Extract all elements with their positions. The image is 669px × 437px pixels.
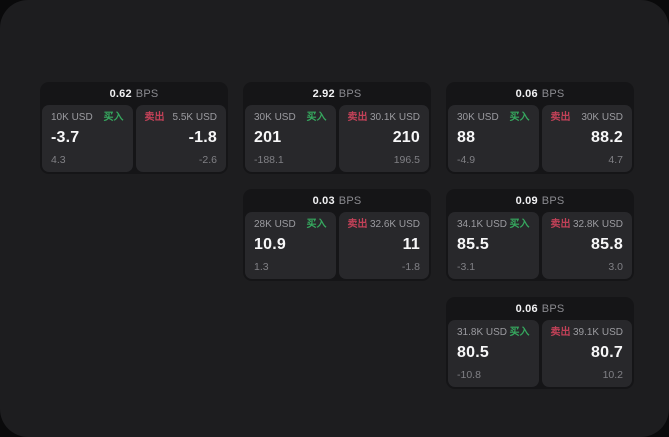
sell-side-label: 卖出: [550, 219, 571, 230]
buy-price: -3.7: [51, 129, 80, 146]
buy-panel[interactable]: 28K USD 买入 10.9 1.3: [245, 212, 336, 279]
sell-amount: 32.8K USD: [572, 219, 623, 230]
sell-panel[interactable]: 卖出 32.8K USD 85.8 3.0: [541, 212, 632, 279]
sell-sub-value: 4.7: [608, 154, 623, 166]
sell-side-label: 卖出: [347, 219, 368, 230]
sell-panel[interactable]: 卖出 30.1K USD 210 196.5: [338, 105, 429, 172]
quote-card: 0.03 BPS 28K USD 买入 10.9 1.3 卖出 32.6K US…: [243, 189, 431, 281]
sell-price: -1.8: [188, 129, 217, 146]
card-header: 0.09 BPS: [446, 189, 634, 212]
bps-unit-label: BPS: [541, 302, 565, 315]
sell-sub-value: -2.6: [198, 154, 217, 166]
sell-sub-value: 3.0: [608, 261, 623, 273]
quote-card: 0.09 BPS 34.1K USD 买入 85.5 -3.1 卖出 32.8K…: [446, 189, 634, 281]
bps-unit-label: BPS: [338, 87, 362, 100]
quote-panels: 30K USD 买入 201 -188.1 卖出 30.1K USD 210 1…: [243, 105, 431, 174]
buy-price: 10.9: [254, 236, 286, 253]
buy-panel[interactable]: 34.1K USD 买入 85.5 -3.1: [448, 212, 539, 279]
sell-sub-value: 196.5: [393, 154, 420, 166]
quote-panels: 30K USD 买入 88 -4.9 卖出 30K USD 88.2 4.7: [446, 105, 634, 174]
bps-value: 0.09: [515, 194, 538, 207]
sell-amount: 5.5K USD: [172, 112, 217, 123]
sell-price: 11: [402, 236, 420, 253]
quote-panels: 31.8K USD 买入 80.5 -10.8 卖出 39.1K USD 80.…: [446, 320, 634, 389]
buy-side-label: 买入: [509, 219, 530, 230]
buy-amount: 34.1K USD: [457, 219, 508, 230]
buy-amount: 31.8K USD: [457, 327, 508, 338]
sell-amount: 32.6K USD: [369, 219, 420, 230]
bps-value: 2.92: [312, 87, 335, 100]
buy-sub-value: -10.8: [457, 369, 481, 381]
bps-unit-label: BPS: [338, 194, 362, 207]
bps-value: 0.06: [515, 87, 538, 100]
buy-panel[interactable]: 10K USD 买入 -3.7 4.3: [42, 105, 133, 172]
sell-sub-value: 10.2: [602, 369, 623, 381]
quote-panels: 28K USD 买入 10.9 1.3 卖出 32.6K USD 11 -1.8: [243, 212, 431, 281]
sell-side-label: 卖出: [550, 327, 571, 338]
buy-side-label: 买入: [509, 112, 530, 123]
buy-panel[interactable]: 30K USD 买入 88 -4.9: [448, 105, 539, 172]
card-header: 0.06 BPS: [446, 297, 634, 320]
sell-panel[interactable]: 卖出 5.5K USD -1.8 -2.6: [135, 105, 226, 172]
bps-value: 0.62: [109, 87, 132, 100]
sell-panel[interactable]: 卖出 39.1K USD 80.7 10.2: [541, 320, 632, 387]
card-header: 0.62 BPS: [40, 82, 228, 105]
sell-price: 88.2: [591, 129, 623, 146]
bps-unit-label: BPS: [135, 87, 159, 100]
buy-price: 85.5: [457, 236, 489, 253]
buy-price: 201: [254, 129, 282, 146]
sell-panel[interactable]: 卖出 30K USD 88.2 4.7: [541, 105, 632, 172]
sell-sub-value: -1.8: [401, 261, 420, 273]
buy-sub-value: 4.3: [51, 154, 66, 166]
quote-panels: 34.1K USD 买入 85.5 -3.1 卖出 32.8K USD 85.8…: [446, 212, 634, 281]
buy-side-label: 买入: [306, 112, 327, 123]
sell-panel[interactable]: 卖出 32.6K USD 11 -1.8: [338, 212, 429, 279]
buy-sub-value: 1.3: [254, 261, 269, 273]
card-header: 0.06 BPS: [446, 82, 634, 105]
bps-unit-label: BPS: [541, 87, 565, 100]
buy-side-label: 买入: [306, 219, 327, 230]
buy-panel[interactable]: 30K USD 买入 201 -188.1: [245, 105, 336, 172]
sell-amount: 30.1K USD: [369, 112, 420, 123]
quote-card: 0.62 BPS 10K USD 买入 -3.7 4.3 卖出 5.5K USD…: [40, 82, 228, 174]
bps-value: 0.03: [312, 194, 335, 207]
buy-panel[interactable]: 31.8K USD 买入 80.5 -10.8: [448, 320, 539, 387]
quote-card: 0.06 BPS 30K USD 买入 88 -4.9 卖出 30K USD 8…: [446, 82, 634, 174]
sell-amount: 30K USD: [581, 112, 623, 123]
buy-price: 88: [457, 129, 476, 146]
sell-price: 80.7: [591, 344, 623, 361]
buy-amount: 28K USD: [254, 219, 296, 230]
buy-side-label: 买入: [509, 327, 530, 338]
buy-amount: 30K USD: [457, 112, 499, 123]
card-header: 2.92 BPS: [243, 82, 431, 105]
sell-price: 210: [392, 129, 420, 146]
buy-amount: 30K USD: [254, 112, 296, 123]
quote-card: 0.06 BPS 31.8K USD 买入 80.5 -10.8 卖出 39.1…: [446, 297, 634, 389]
buy-side-label: 买入: [103, 112, 124, 123]
quote-panels: 10K USD 买入 -3.7 4.3 卖出 5.5K USD -1.8 -2.…: [40, 105, 228, 174]
sell-side-label: 卖出: [144, 112, 165, 123]
quote-card: 2.92 BPS 30K USD 买入 201 -188.1 卖出 30.1K …: [243, 82, 431, 174]
buy-sub-value: -3.1: [457, 261, 476, 273]
buy-sub-value: -4.9: [457, 154, 476, 166]
sell-side-label: 卖出: [347, 112, 368, 123]
buy-sub-value: -188.1: [254, 154, 284, 166]
bps-value: 0.06: [515, 302, 538, 315]
buy-amount: 10K USD: [51, 112, 93, 123]
sell-price: 85.8: [591, 236, 623, 253]
buy-price: 80.5: [457, 344, 489, 361]
sell-side-label: 卖出: [550, 112, 571, 123]
bps-unit-label: BPS: [541, 194, 565, 207]
card-header: 0.03 BPS: [243, 189, 431, 212]
sell-amount: 39.1K USD: [572, 327, 623, 338]
